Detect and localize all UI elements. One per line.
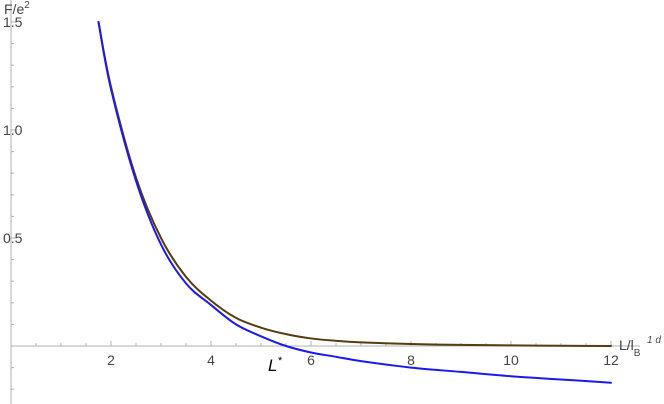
- series-line-2: [97, 21, 612, 384]
- x-tick-label: 4: [207, 352, 215, 368]
- annotation-base: L: [268, 356, 277, 375]
- x-tick-label: 6: [307, 352, 315, 368]
- x-tick-label: 10: [503, 352, 519, 368]
- labels: 2 4 6 8 10 120.51.01.5F/e2L/lB1 dL*: [3, 0, 661, 375]
- x-tick-label: 8: [407, 352, 415, 368]
- annotation-sup: *: [277, 355, 282, 367]
- x-axis-label-sup: 1 d: [647, 335, 661, 346]
- series-line-1: [97, 21, 612, 347]
- x-tick-label: 2: [107, 352, 115, 368]
- y-axis-label: F/e2: [4, 0, 30, 17]
- x-axis-label: L/lB 1 d: [619, 335, 661, 359]
- y-tick-label: 1.0: [3, 122, 23, 138]
- ticks: [11, 21, 612, 390]
- x-tick-label: 12: [603, 352, 619, 368]
- x-axis-label-sub: B: [634, 348, 641, 359]
- series: [97, 21, 612, 384]
- y-axis-label-sup: 2: [24, 0, 30, 11]
- annotation-L-star: L*: [268, 355, 282, 375]
- y-axis-label-base: F/e: [4, 1, 24, 17]
- y-tick-label: 1.5: [3, 14, 23, 30]
- x-axis-label-base: L/l: [619, 337, 634, 353]
- y-tick-label: 0.5: [3, 230, 23, 246]
